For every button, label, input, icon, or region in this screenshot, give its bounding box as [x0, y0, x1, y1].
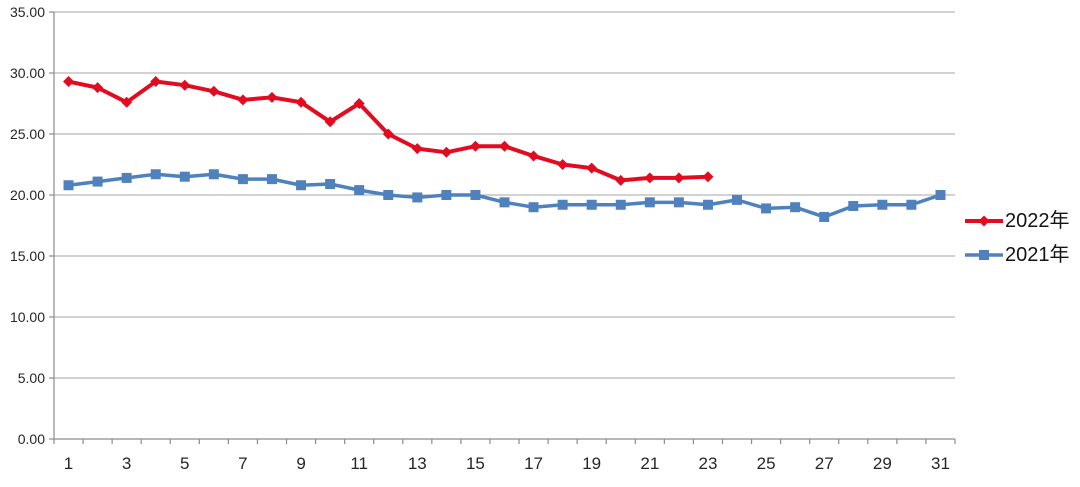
data-point-marker	[673, 197, 684, 208]
chart-legend: 2022年 2021年	[964, 208, 1070, 268]
series-2022	[63, 76, 714, 186]
y-axis-tick-labels: 0.00 5.00 10.00 15.00 20.00 25.00 30.00 35.00	[10, 4, 45, 447]
x-tick-label-9: 9	[296, 454, 305, 473]
gridlines	[54, 11, 955, 440]
y-tick-label-0.00: 0.00	[18, 431, 45, 447]
data-point-marker	[382, 128, 394, 140]
plot-series	[63, 76, 946, 222]
data-point-marker	[441, 190, 452, 200]
data-point-marker	[179, 171, 190, 182]
y-tick-label-15.00: 15.00	[10, 248, 45, 264]
data-point-marker	[644, 172, 656, 184]
data-point-marker	[557, 199, 568, 210]
x-tick-label-7: 7	[238, 454, 247, 473]
legend-line-diamond-icon	[965, 215, 1003, 227]
data-point-marker	[179, 79, 191, 91]
data-point-marker	[557, 159, 569, 170]
data-point-marker	[528, 150, 540, 162]
x-tick-label-27: 27	[815, 454, 834, 473]
legend-item-2021: 2021年	[964, 242, 1070, 268]
data-point-marker	[528, 202, 539, 213]
x-tick-label-17: 17	[524, 454, 543, 473]
data-point-marker	[586, 162, 598, 174]
data-point-marker	[790, 202, 801, 213]
data-point-marker	[702, 199, 713, 210]
data-point-marker	[208, 169, 219, 180]
legend-diamond-marker	[978, 215, 990, 227]
legend-label-2022: 2022年	[1005, 210, 1070, 232]
x-tick-label-13: 13	[408, 454, 427, 473]
data-point-marker	[92, 176, 103, 187]
x-tick-label-25: 25	[757, 454, 776, 473]
y-tick-label-20.00: 20.00	[10, 187, 45, 203]
y-tick-label-30.00: 30.00	[10, 65, 45, 81]
data-point-marker	[92, 82, 104, 94]
data-point-marker	[470, 190, 481, 200]
data-point-marker	[819, 211, 830, 222]
data-point-marker	[644, 197, 655, 208]
data-point-marker	[121, 172, 132, 183]
data-point-marker	[266, 174, 277, 185]
x-tick-label-11: 11	[350, 454, 368, 473]
data-point-marker	[586, 199, 597, 210]
axes	[49, 11, 956, 444]
data-point-marker	[906, 199, 917, 210]
series-2021	[63, 169, 946, 222]
data-point-marker	[615, 199, 626, 210]
x-tick-label-19: 19	[582, 454, 601, 473]
x-tick-label-5: 5	[180, 454, 189, 473]
data-point-marker	[63, 76, 75, 88]
x-tick-label-1: 1	[64, 454, 73, 473]
data-point-marker	[296, 180, 307, 191]
data-point-marker	[353, 98, 365, 109]
data-point-marker	[208, 85, 220, 97]
legend-item-2022: 2022年	[964, 208, 1070, 234]
data-point-marker	[383, 190, 394, 200]
data-point-marker	[150, 76, 162, 88]
legend-label-2021: 2021年	[1005, 244, 1070, 266]
x-tick-label-31: 31	[931, 454, 950, 473]
data-point-marker	[702, 171, 714, 183]
data-point-marker	[732, 194, 743, 205]
x-tick-label-29: 29	[873, 454, 892, 473]
data-point-marker	[615, 174, 627, 186]
data-point-marker	[121, 96, 133, 108]
y-tick-label-5.00: 5.00	[18, 370, 45, 386]
data-point-marker	[295, 96, 307, 108]
x-tick-label-3: 3	[122, 454, 131, 473]
data-point-marker	[237, 94, 249, 106]
x-axis-tick-labels: 1 3 5 7 9 11 13 15 17 19 21 23 25 27 29 31	[64, 454, 950, 473]
y-tick-label-10.00: 10.00	[10, 309, 45, 325]
y-tick-label-35.00: 35.00	[10, 4, 45, 20]
series-2021-line	[66, 172, 943, 219]
data-point-marker	[499, 140, 510, 152]
data-point-marker	[761, 203, 772, 214]
data-point-marker	[440, 146, 452, 158]
y-tick-label-25.00: 25.00	[10, 126, 45, 142]
data-point-marker	[63, 180, 74, 191]
data-point-marker	[411, 143, 423, 155]
data-point-marker	[848, 200, 859, 211]
data-point-marker	[412, 192, 423, 203]
x-tick-label-21: 21	[640, 454, 659, 473]
legend-line-square-icon	[965, 250, 1003, 260]
data-point-marker	[237, 174, 248, 185]
data-point-marker	[324, 116, 336, 128]
data-point-marker	[325, 179, 336, 190]
legend-square-marker	[979, 250, 989, 260]
data-point-marker	[354, 185, 365, 196]
data-point-marker	[469, 140, 481, 152]
data-point-marker	[266, 91, 278, 103]
x-tick-label-23: 23	[698, 454, 717, 473]
data-point-marker	[150, 169, 161, 180]
data-point-marker	[877, 199, 888, 210]
data-point-marker	[499, 197, 510, 208]
data-point-marker	[935, 190, 946, 200]
data-point-marker	[673, 172, 685, 184]
x-tick-label-15: 15	[466, 454, 485, 473]
